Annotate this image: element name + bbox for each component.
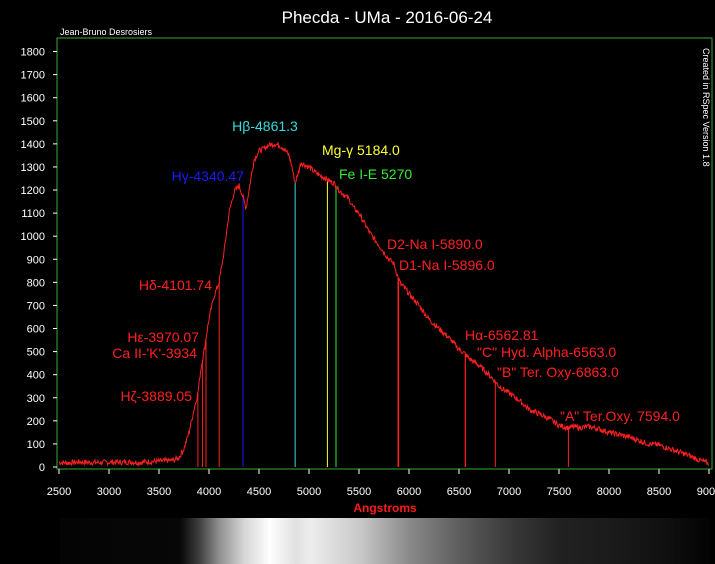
y-tick-label: 800: [27, 277, 45, 289]
y-tick-label: 700: [27, 300, 45, 312]
x-axis-label: Angstroms: [353, 501, 417, 515]
spectrum-strip-image: [60, 518, 710, 564]
line-label: Hα-6562.81: [465, 327, 539, 343]
y-tick-label: 200: [27, 416, 45, 428]
x-tick-label: 6000: [397, 486, 421, 498]
line-label: Ca II-'K'-3934: [112, 345, 197, 361]
x-tick-label: 5500: [347, 486, 371, 498]
y-tick-label: 1500: [21, 116, 45, 128]
line-label: "A" Ter.Oxy. 7594.0: [560, 408, 680, 424]
x-tick-label: 8000: [597, 486, 621, 498]
y-tick-label: 600: [27, 324, 45, 336]
line-label: Hδ-4101.74: [139, 277, 212, 293]
y-tick-label: 100: [27, 439, 45, 451]
line-label: D2-Na I-5890.0: [387, 236, 483, 252]
line-label: Mg-γ 5184.0: [322, 142, 400, 158]
y-tick-label: 500: [27, 347, 45, 359]
y-tick-label: 1700: [21, 70, 45, 82]
y-tick-label: 900: [27, 254, 45, 266]
x-tick-label: 8500: [647, 486, 671, 498]
x-tick-label: 3500: [147, 486, 171, 498]
x-tick-label: 7000: [497, 486, 521, 498]
line-label: Fe I-E 5270: [339, 166, 412, 182]
y-tick-label: 300: [27, 393, 45, 405]
x-tick-label: 9000: [697, 486, 715, 498]
line-label: Hε-3970.07: [127, 329, 199, 345]
y-tick-label: 1600: [21, 93, 45, 105]
y-tick-label: 1400: [21, 139, 45, 151]
x-tick-label: 3000: [97, 486, 121, 498]
y-tick-label: 400: [27, 370, 45, 382]
author-label: Jean-Bruno Desrosiers: [60, 27, 153, 37]
y-tick-label: 1800: [21, 47, 45, 59]
line-label: Hγ-4340.47: [172, 168, 245, 184]
line-label: "C" Hyd. Alpha-6563.0: [477, 344, 616, 360]
software-credit: Created in RSpec Version 1.8: [701, 48, 711, 167]
y-tick-label: 1200: [21, 185, 45, 197]
x-axis-ticks: 2500 3000 3500 4000 4500 5000 5500 6000 6500 7000…: [47, 469, 715, 498]
y-tick-label: 1100: [21, 208, 45, 220]
spectrum-series-line: [58, 142, 710, 467]
y-tick-label: 1300: [21, 162, 45, 174]
line-label: D1-Na I-5896.0: [399, 257, 495, 273]
line-label: "B" Ter. Oxy-6863.0: [497, 364, 619, 380]
line-label: Hβ-4861.3: [232, 118, 298, 134]
spectral-line-markers: [197, 179, 569, 467]
x-tick-label: 6500: [447, 486, 471, 498]
y-tick-label: 0: [39, 462, 45, 474]
x-tick-label: 5000: [297, 486, 321, 498]
y-axis-ticks: 0 100 200 300 400 500 600 700 800 900 1000 1100 1200…: [21, 47, 57, 474]
x-tick-label: 2500: [47, 486, 71, 498]
y-tick-label: 1000: [21, 231, 45, 243]
x-tick-label: 4000: [197, 486, 221, 498]
x-tick-label: 7500: [547, 486, 571, 498]
x-tick-label: 4500: [247, 486, 271, 498]
line-label: Hζ-3889.05: [120, 388, 192, 404]
chart-title: Phecda - UMa - 2016-06-24: [282, 8, 493, 27]
